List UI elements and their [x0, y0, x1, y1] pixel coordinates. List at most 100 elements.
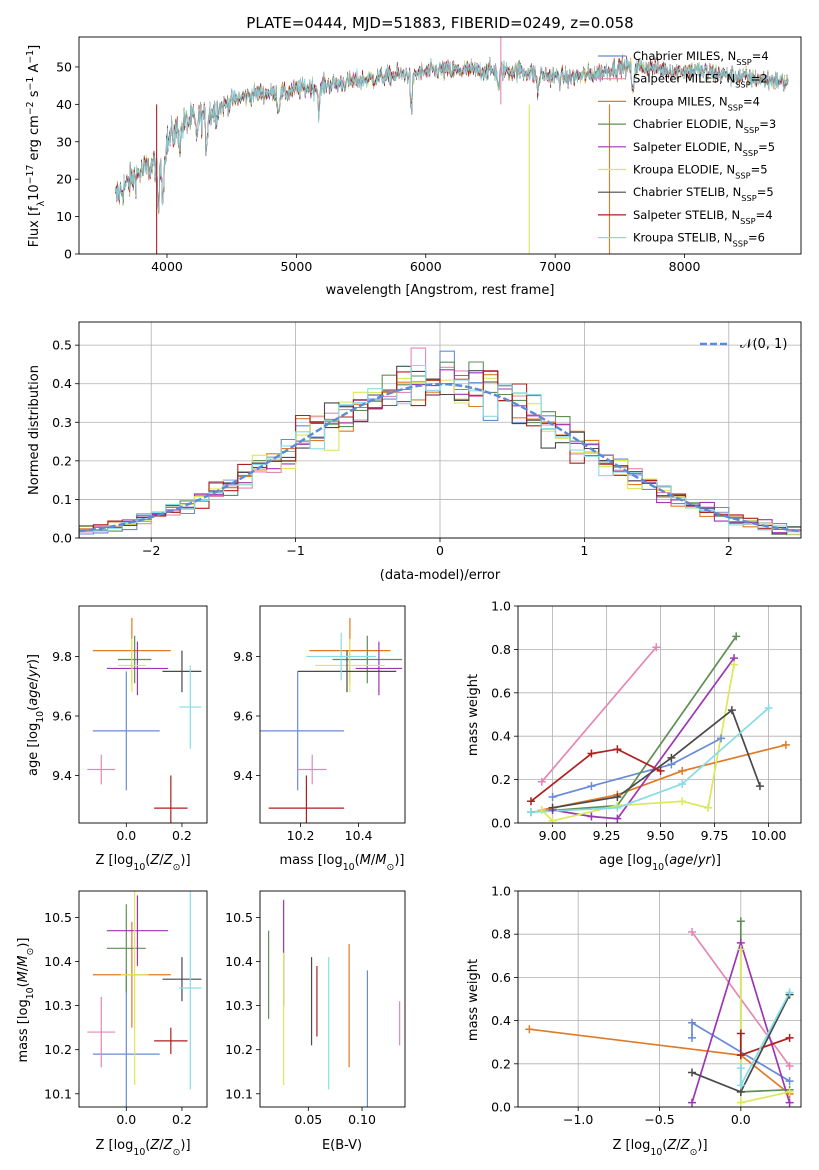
mass-weight-line: [541, 664, 735, 822]
mass-weight-marker: [785, 988, 794, 997]
mass-weight-line: [552, 657, 735, 820]
legend-label: Chabrier MILES, NSSP=4: [633, 49, 769, 67]
chart-title: PLATE=0444, MJD=51883, FIBERID=0249, z=0…: [246, 14, 633, 32]
x-axis-label: age [log10(age/yr)]: [599, 853, 721, 873]
legend-label: 𝒩(0, 1): [740, 337, 787, 352]
mass-weight-marker: [548, 816, 557, 825]
x-tick-label: 7000: [539, 259, 571, 274]
mass-weight-marker: [781, 740, 790, 749]
x-tick-label: −0.5: [644, 1112, 674, 1127]
legend-label: Chabrier ELODIE, NSSP=3: [633, 117, 776, 135]
x-axis-label: Z [log10(Z/Z⊙)]: [95, 853, 190, 873]
axes-frame: [78, 321, 802, 539]
x-tick-label: 0: [436, 543, 444, 558]
mass-weight-marker: [613, 814, 622, 823]
mass-weight-marker: [785, 1033, 794, 1042]
mass-weight-marker: [688, 1098, 697, 1107]
y-tick-label: 9.6: [233, 708, 253, 723]
legend-label: Chabrier STELIB, NSSP=5: [633, 185, 774, 203]
y-tick-label: 9.6: [52, 708, 72, 723]
y-tick-label: 10.5: [225, 910, 253, 925]
x-axis-label: (data-model)/error: [380, 568, 501, 583]
y-tick-label: 0.4: [491, 729, 511, 744]
y-tick-label: 0.5: [52, 338, 72, 353]
axes-frame: [78, 36, 802, 255]
legend-label: Kroupa STELIB, NSSP=6: [633, 231, 765, 249]
x-tick-label: 9.00: [539, 828, 567, 843]
spectrum-series-line: [114, 57, 789, 212]
mass-weight-marker: [736, 1064, 745, 1073]
axes-frame: [517, 605, 802, 824]
mass-weight-marker: [587, 812, 596, 821]
mass-weight-marker: [613, 803, 622, 812]
legend-label: Salpeter ELODIE, NSSP=5: [633, 140, 775, 158]
y-tick-label: 0.0: [52, 531, 72, 546]
y-tick-label: 0.4: [491, 1013, 511, 1028]
plot-area: [260, 617, 403, 823]
mass-weight-line: [541, 744, 787, 811]
y-tick-label: 0.1: [52, 492, 72, 507]
y-tick-label: 10.3: [225, 998, 253, 1013]
mass-weight-marker: [688, 928, 697, 937]
y-axis-label: mass weight: [466, 959, 481, 1041]
y-tick-label: 0.2: [491, 1056, 511, 1071]
x-tick-label: 1: [580, 543, 588, 558]
mass-weight-marker: [678, 797, 687, 806]
mass-weight-marker: [727, 706, 736, 715]
mass-weight-marker: [526, 797, 535, 806]
y-tick-label: 10.3: [44, 998, 72, 1013]
y-axis-label: Normed distribution: [27, 365, 42, 495]
axes-frame: [78, 605, 208, 824]
y-tick-label: 9.4: [52, 768, 72, 783]
mass-weight-marker: [548, 792, 557, 801]
y-tick-label: 0.2: [491, 772, 511, 787]
mass-weight-line: [530, 707, 770, 813]
mass-weight-marker: [548, 803, 557, 812]
plot-area: [87, 891, 202, 1107]
histogram-step: [79, 364, 801, 538]
y-tick-label: 1.0: [491, 599, 511, 614]
plot-area: [87, 617, 202, 823]
x-axis-label: E(B-V): [322, 1138, 362, 1153]
y-axis-label: Flux [fλ10−17 erg cm−2 s−1 A−1]: [25, 45, 47, 247]
y-tick-label: 10.1: [225, 1086, 253, 1101]
x-tick-label: 0.10: [348, 1112, 376, 1127]
legend-label: Kroupa MILES, NSSP=4: [633, 94, 760, 112]
y-tick-label: 0.0: [491, 1100, 511, 1115]
mass-weight-marker: [730, 660, 739, 669]
mass-weight-line: [541, 646, 657, 783]
mass-weight-marker: [736, 1051, 745, 1060]
x-tick-label: 10.00: [751, 828, 787, 843]
x-axis-label: wavelength [Angstrom, rest frame]: [326, 283, 555, 298]
x-tick-label: −1: [286, 543, 304, 558]
y-tick-label: 1.0: [491, 884, 511, 899]
y-tick-label: 0.4: [52, 376, 72, 391]
mass-weight-marker: [656, 766, 665, 775]
mass-weight-marker: [587, 782, 596, 791]
mass-weight-line: [530, 748, 661, 802]
x-tick-label: 0.05: [294, 1112, 322, 1127]
mass-weight-marker: [704, 803, 713, 812]
y-tick-label: 9.8: [233, 649, 253, 664]
y-tick-label: 0.8: [491, 927, 511, 942]
mass-weight-marker: [688, 1033, 697, 1042]
mass-weight-marker: [613, 792, 622, 801]
y-tick-label: 10.1: [44, 1086, 72, 1101]
mass-weight-marker: [537, 777, 546, 786]
x-tick-label: 5000: [280, 259, 312, 274]
y-tick-label: 10.2: [225, 1042, 253, 1057]
y-tick-label: 9.8: [52, 649, 72, 664]
mass-weight-marker: [736, 1098, 745, 1107]
x-tick-label: 0.0: [116, 828, 136, 843]
y-tick-label: 0.2: [52, 453, 72, 468]
mass-weight-marker: [525, 1025, 534, 1034]
plot-area: [530, 635, 787, 822]
y-tick-label: 20: [56, 172, 72, 187]
mass-weight-marker: [537, 805, 546, 814]
plot-area: [267, 899, 401, 1107]
y-tick-label: 10.4: [225, 954, 253, 969]
mass-weight-marker: [736, 945, 745, 954]
x-tick-label: 0.0: [731, 1112, 751, 1127]
y-axis-label: age [log10(age/yr)]: [26, 654, 46, 776]
y-tick-label: 0.3: [52, 415, 72, 430]
